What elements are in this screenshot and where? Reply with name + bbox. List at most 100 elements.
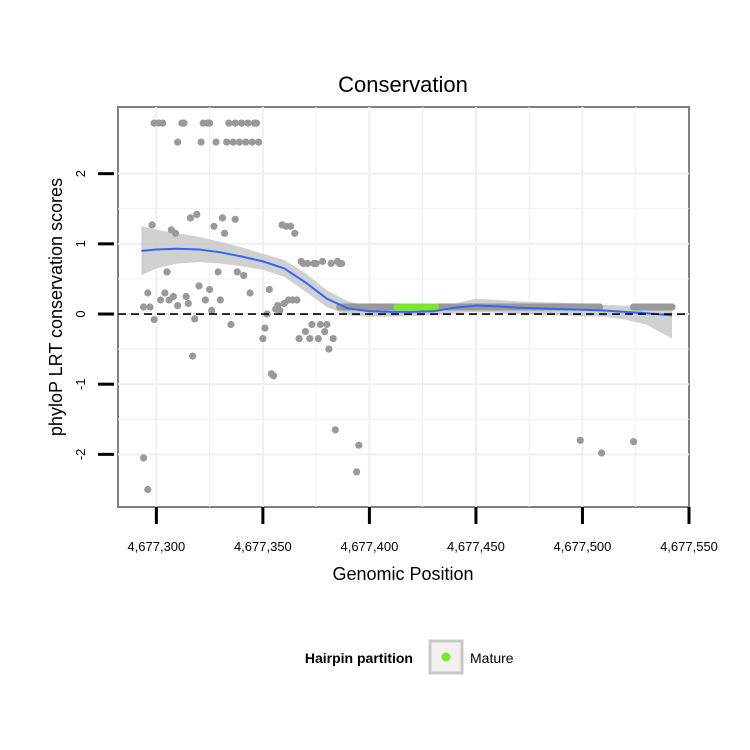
data-point — [331, 426, 339, 434]
data-point — [169, 292, 177, 301]
data-point — [231, 215, 239, 223]
data-point — [150, 316, 158, 324]
data-point — [140, 454, 148, 462]
legend-key-box — [428, 639, 464, 675]
chart-title: Conservation — [338, 72, 468, 97]
data-point — [323, 320, 331, 329]
data-point — [306, 335, 314, 343]
data-point — [238, 119, 246, 127]
x-tick-label: 4,677,450 — [447, 539, 505, 554]
x-tick-label: 4,677,400 — [340, 539, 398, 554]
legend-key-mature-dot — [441, 652, 451, 662]
data-point — [630, 438, 638, 446]
data-point — [146, 303, 154, 311]
data-point — [595, 303, 604, 311]
mature-point — [431, 303, 440, 311]
y-tick-label: 2 — [73, 170, 88, 177]
data-point — [312, 259, 320, 268]
data-point — [276, 306, 284, 315]
data-point — [318, 257, 327, 265]
data-point — [227, 320, 235, 329]
x-axis: 4,677,300 4,677,350 4,677,400 4,677,450 4,67… — [127, 507, 718, 554]
data-point — [201, 296, 209, 304]
data-point — [233, 268, 241, 276]
data-point — [355, 441, 363, 449]
data-point — [235, 138, 243, 146]
legend-title: Hairpin partition — [305, 650, 413, 666]
data-point — [265, 285, 273, 294]
data-point — [195, 282, 203, 290]
data-point — [252, 119, 261, 127]
data-point — [208, 306, 216, 315]
data-point — [269, 372, 278, 380]
data-point — [189, 352, 197, 360]
legend: Hairpin partition Mature — [305, 639, 514, 675]
data-point — [186, 214, 194, 222]
data-point — [321, 328, 329, 336]
data-point — [259, 335, 267, 343]
data-point — [261, 324, 269, 332]
data-point — [206, 285, 214, 294]
data-point — [255, 138, 263, 146]
data-point — [144, 289, 152, 297]
data-point — [668, 303, 676, 311]
data-point — [304, 259, 312, 268]
y-axis: -2 -1 0 1 2 — [73, 170, 114, 460]
data-point — [191, 315, 199, 323]
data-point — [293, 296, 301, 304]
data-point — [229, 138, 237, 146]
data-point — [291, 229, 299, 237]
data-point — [316, 320, 324, 329]
data-point — [197, 138, 205, 146]
data-point — [248, 138, 256, 146]
data-point — [184, 299, 192, 308]
data-point — [174, 138, 182, 146]
data-point — [327, 259, 335, 268]
data-point — [308, 320, 316, 329]
data-point — [338, 259, 346, 268]
data-point — [301, 328, 310, 336]
legend-label-mature: Mature — [470, 650, 514, 666]
x-tick-label: 4,677,350 — [234, 539, 292, 554]
smooth-curve-layer — [141, 247, 673, 317]
data-point — [210, 222, 218, 230]
data-point — [180, 119, 188, 127]
data-point — [159, 119, 167, 127]
data-point — [182, 292, 190, 301]
data-point — [329, 335, 337, 343]
data-point — [212, 138, 220, 146]
data-point — [225, 119, 233, 127]
data-point — [231, 119, 239, 127]
data-point — [287, 222, 295, 230]
data-point — [220, 229, 229, 237]
data-point — [163, 268, 171, 276]
data-point — [148, 221, 156, 229]
data-point — [216, 296, 224, 304]
data-point — [218, 214, 226, 222]
data-point — [161, 289, 169, 297]
data-point — [214, 268, 222, 276]
data-point — [598, 449, 606, 457]
y-tick-label: -1 — [73, 378, 88, 390]
data-point — [353, 468, 361, 476]
data-point — [244, 119, 252, 127]
data-point — [206, 119, 214, 127]
data-point — [171, 229, 180, 237]
smooth-curve — [141, 247, 673, 317]
data-point — [157, 296, 165, 304]
y-axis-title: phyloP LRT conservation scores — [46, 178, 66, 436]
data-point — [223, 138, 231, 146]
data-point — [174, 302, 182, 310]
data-point — [246, 289, 254, 297]
y-tick-label: 1 — [73, 240, 88, 247]
data-point — [140, 303, 148, 311]
data-point — [240, 271, 248, 279]
x-tick-label: 4,677,550 — [660, 539, 718, 554]
data-point — [295, 335, 303, 343]
data-point — [144, 485, 152, 494]
data-point — [314, 335, 322, 343]
data-point — [193, 210, 201, 218]
data-point — [325, 345, 333, 353]
y-tick-label: -2 — [73, 449, 88, 461]
